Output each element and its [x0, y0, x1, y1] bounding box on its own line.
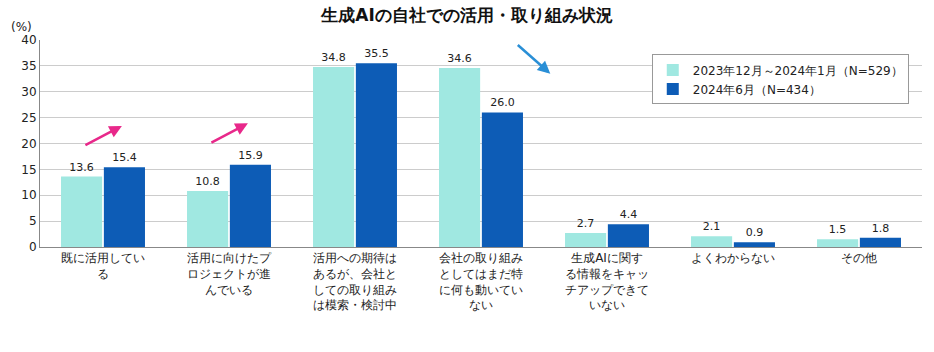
svg-text:2.7: 2.7 — [577, 217, 595, 230]
svg-text:15.9: 15.9 — [238, 149, 262, 162]
svg-text:その他: その他 — [841, 251, 877, 265]
svg-text:34.8: 34.8 — [321, 51, 346, 64]
svg-text:活用に向けたプロジェクトが進んでいる: 活用に向けたプロジェクトが進んでいる — [187, 251, 272, 296]
svg-text:15.4: 15.4 — [112, 151, 137, 164]
svg-text:活用への期待はあるが、会社としての取り組みは模索・検討中: 活用への期待はあるが、会社としての取り組みは模索・検討中 — [313, 251, 397, 312]
svg-text:2023年12月～2024年1月（N=529）: 2023年12月～2024年1月（N=529） — [693, 64, 903, 78]
svg-text:10.8: 10.8 — [195, 175, 220, 188]
svg-text:20: 20 — [21, 137, 36, 151]
svg-text:35.5: 35.5 — [364, 47, 389, 60]
svg-text:会社の取り組みとしてはまだ特に何も動いていない: 会社の取り組みとしてはまだ特に何も動いていない — [439, 251, 523, 312]
svg-text:0.9: 0.9 — [746, 226, 764, 239]
svg-text:10: 10 — [21, 188, 36, 202]
svg-text:30: 30 — [21, 85, 36, 99]
svg-text:40: 40 — [21, 33, 36, 47]
svg-text:1.5: 1.5 — [829, 223, 847, 236]
svg-text:15: 15 — [21, 163, 36, 177]
svg-text:よくわからない: よくわからない — [691, 251, 775, 265]
svg-text:35: 35 — [21, 59, 36, 73]
svg-text:25: 25 — [21, 111, 36, 125]
svg-text:生成AIの自社での活用・取り組み状況: 生成AIの自社での活用・取り組み状況 — [320, 5, 612, 25]
svg-text:1.8: 1.8 — [872, 222, 890, 235]
svg-text:5: 5 — [29, 214, 37, 228]
svg-text:生成AIに関する情報をキャッチアップできていない: 生成AIに関する情報をキャッチアップできていない — [565, 251, 649, 312]
svg-text:2.1: 2.1 — [703, 220, 721, 233]
svg-text:4.4: 4.4 — [620, 208, 638, 221]
svg-text:13.6: 13.6 — [69, 161, 94, 174]
svg-text:26.0: 26.0 — [490, 96, 515, 109]
svg-text:34.6: 34.6 — [447, 52, 472, 65]
svg-text:既に活用している: 既に活用している — [61, 251, 145, 281]
svg-text:0: 0 — [29, 240, 37, 254]
svg-text:(%): (%) — [11, 20, 32, 34]
svg-text:2024年6月（N=434）: 2024年6月（N=434） — [693, 83, 821, 97]
